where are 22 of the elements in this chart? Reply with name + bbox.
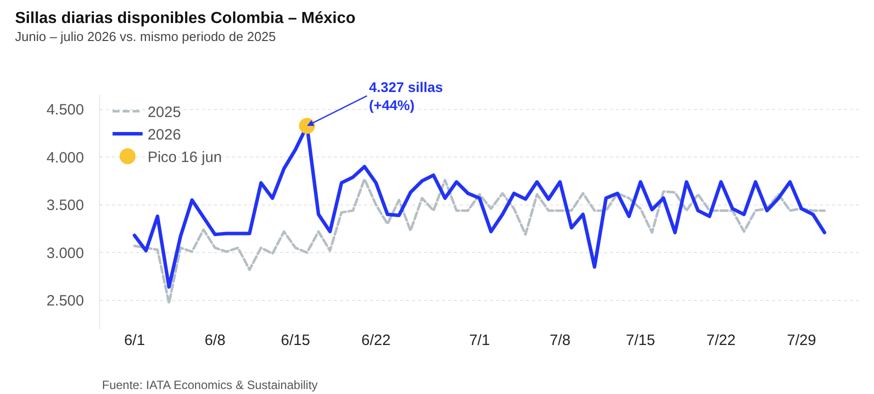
y-tick-label: 4.000	[46, 149, 84, 166]
x-tick-label: 7/1	[469, 332, 490, 349]
legend-label: 2025	[148, 104, 181, 122]
x-tick-label: 7/15	[626, 332, 656, 349]
x-tick-label: 6/1	[124, 332, 145, 349]
x-tick-label: 6/8	[204, 332, 226, 349]
y-tick-label: 3.500	[46, 197, 84, 214]
legend-label: 2026	[148, 126, 181, 144]
annotation: 4.327 sillas (+44%)	[369, 79, 444, 114]
chart-title: Sillas diarias disponibles Colombia – México	[15, 10, 356, 27]
legend-label: Pico 16 jun	[148, 149, 222, 166]
chart-subtitle: Junio – julio 2026 vs. mismo periodo de 2025	[15, 29, 276, 44]
y-tick-label: 3.000	[46, 244, 84, 262]
x-tick-label: 7/22	[706, 332, 736, 349]
line-series	[133, 178, 826, 304]
x-tick-label: 6/22	[361, 332, 391, 349]
y-tick-label: 2.500	[46, 292, 84, 310]
x-tick-label: 7/8	[550, 332, 570, 349]
y-tick-label: 4.500	[46, 102, 84, 119]
source-note: Fuente: IATA Economics & Sustainability	[102, 378, 318, 392]
x-tick-label: 7/29	[786, 332, 816, 349]
x-tick-label: 6/15	[280, 332, 310, 349]
